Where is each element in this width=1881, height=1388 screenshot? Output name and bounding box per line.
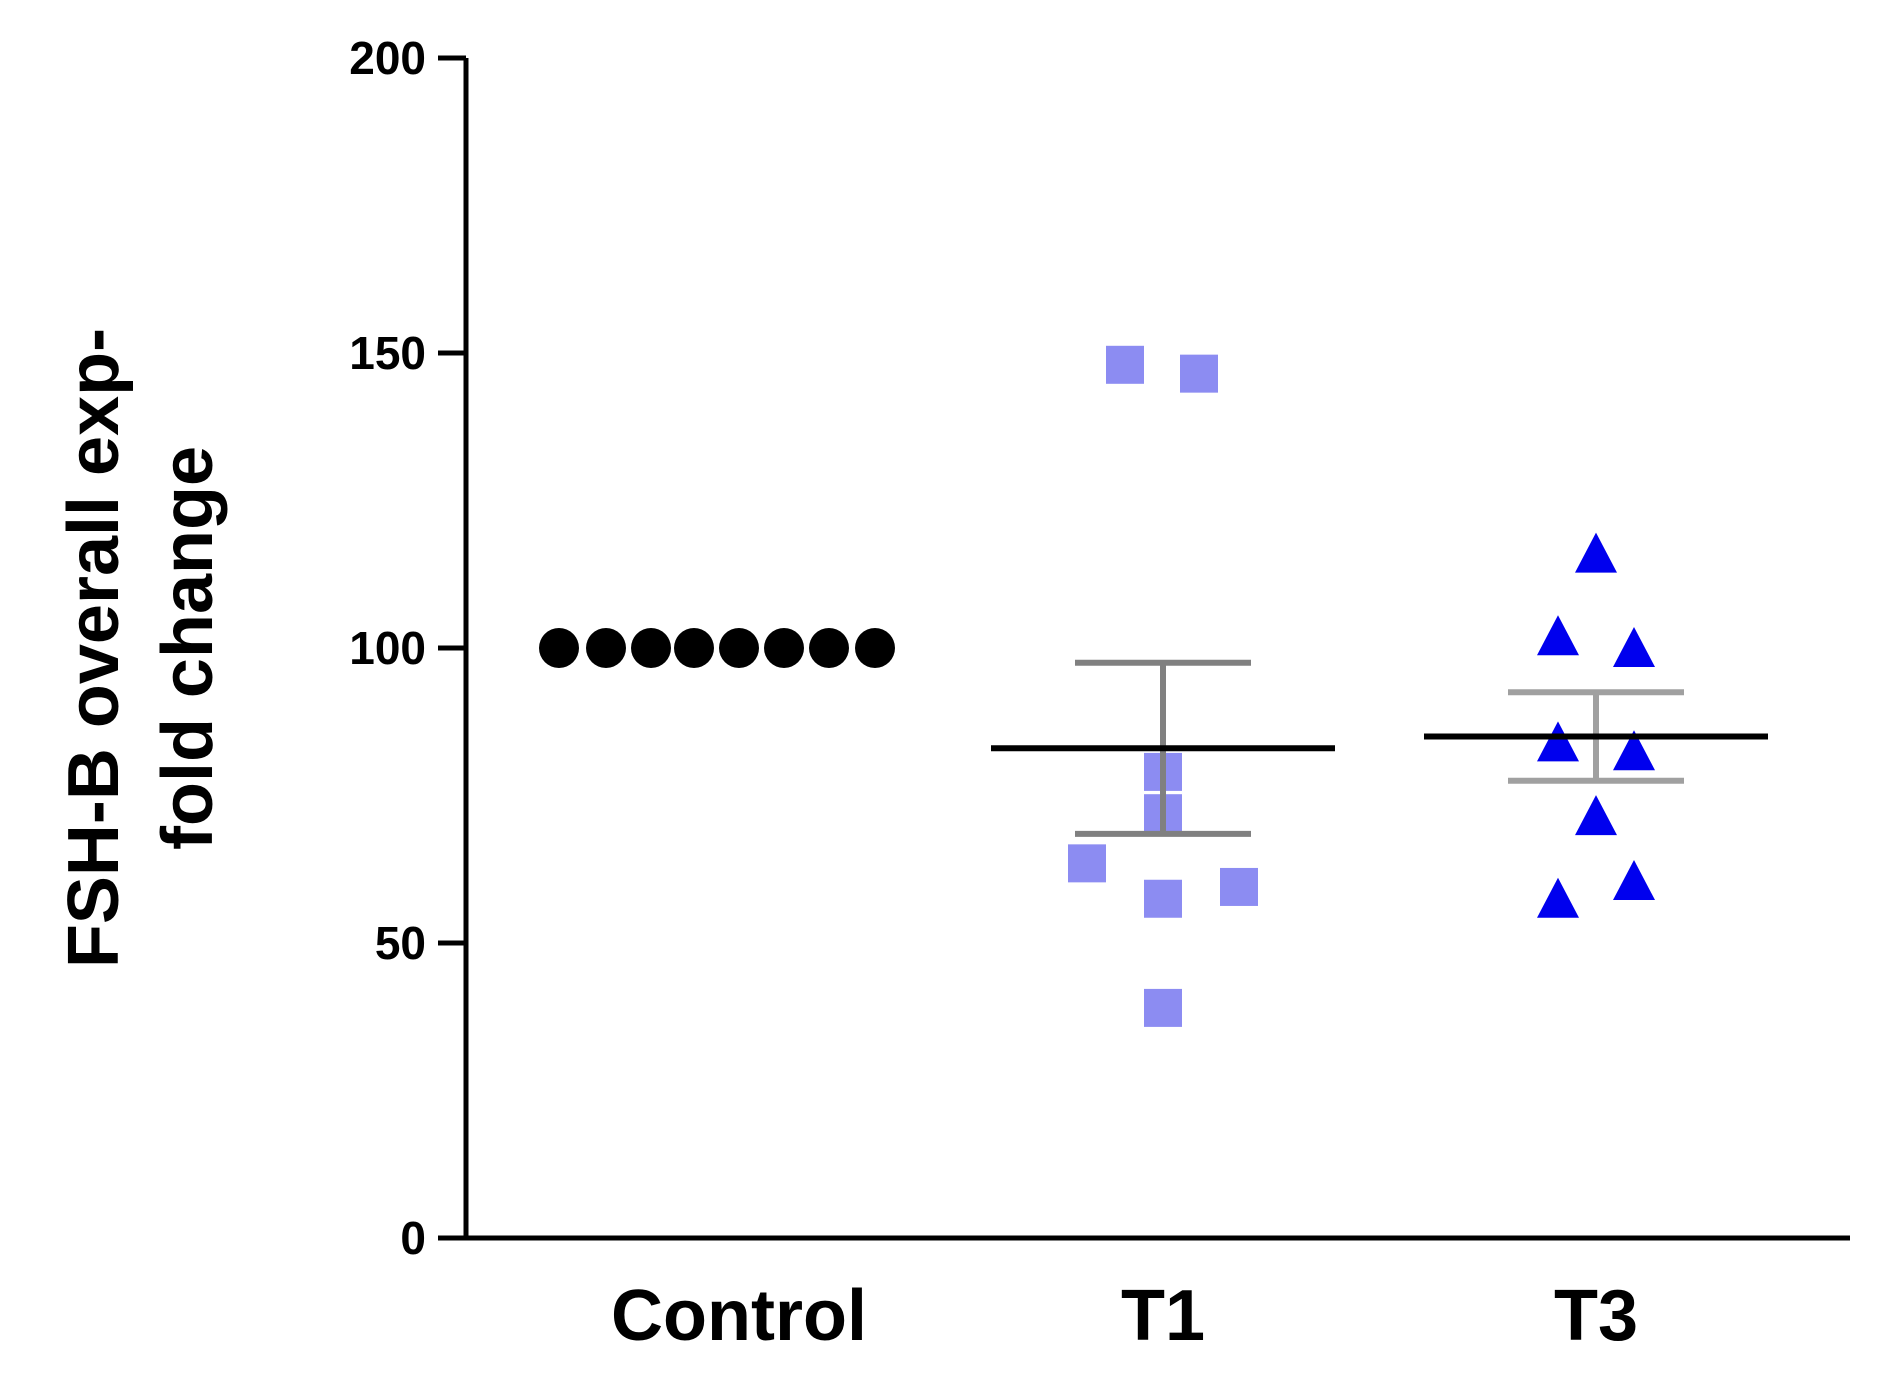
data-point-t3	[1613, 627, 1655, 667]
data-points	[539, 345, 1655, 1027]
data-point-control	[809, 628, 849, 668]
x-categories: Control T1 T3	[611, 1276, 1638, 1356]
y-tick-label: 150	[349, 327, 426, 379]
data-point-control	[855, 628, 895, 668]
data-point-t3	[1575, 532, 1617, 573]
y-axis-label-line: fold change	[148, 446, 228, 850]
y-tick-label: 50	[375, 917, 426, 969]
data-point-control	[719, 628, 759, 668]
data-point-t1	[1220, 867, 1258, 906]
y-tick-label: 100	[349, 622, 426, 674]
mean-and-error-bars	[991, 659, 1768, 837]
data-point-t1	[1106, 345, 1144, 384]
y-tick-label: 200	[349, 32, 426, 84]
data-point-control	[764, 628, 804, 668]
y-tick-label: 0	[400, 1212, 426, 1264]
data-point-t1	[1144, 879, 1182, 918]
data-point-t3	[1537, 615, 1579, 656]
data-point-t3	[1613, 730, 1655, 771]
y-ticks: 0 50 100 150 200	[349, 32, 466, 1264]
data-point-control	[674, 628, 714, 668]
data-point-t1	[1068, 844, 1106, 883]
data-point-t3	[1537, 721, 1579, 762]
x-category-label: T1	[1121, 1276, 1205, 1356]
data-point-t1	[1144, 988, 1182, 1027]
data-point-t3	[1537, 877, 1579, 918]
data-point-control	[586, 628, 626, 668]
data-point-t3	[1575, 795, 1617, 836]
x-category-label: Control	[611, 1276, 867, 1356]
x-category-label: T3	[1554, 1276, 1638, 1356]
data-point-control	[539, 628, 579, 668]
data-point-t1	[1180, 354, 1218, 393]
data-point-t3	[1613, 860, 1655, 901]
y-axis-label: FSH-B overall exp-fold change	[54, 328, 228, 968]
data-point-control	[631, 628, 671, 668]
y-axis-label-line: FSH-B overall exp-	[54, 328, 134, 968]
